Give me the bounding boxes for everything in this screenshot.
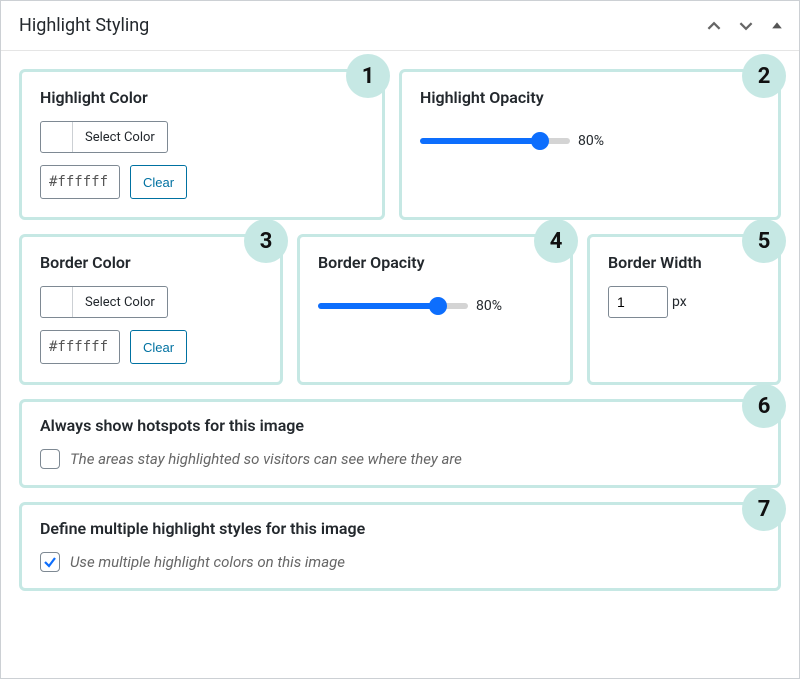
move-down-icon[interactable] bbox=[739, 19, 753, 33]
border-opacity-card: 4 Border Opacity 80% bbox=[297, 234, 573, 385]
border-width-title: Border Width bbox=[608, 253, 760, 272]
border-width-input[interactable] bbox=[608, 286, 668, 318]
collapse-icon[interactable] bbox=[771, 20, 783, 32]
always-show-desc: The areas stay highlighted so visitors c… bbox=[70, 450, 462, 468]
panel-body: 1 Highlight Color Select Color Clear 2 H… bbox=[1, 51, 799, 609]
panel-title: Highlight Styling bbox=[19, 15, 149, 36]
multi-styles-checkbox[interactable] bbox=[40, 552, 60, 572]
highlight-opacity-slider-thumb[interactable] bbox=[531, 132, 549, 150]
border-color-card: 3 Border Color Select Color Clear bbox=[19, 234, 283, 385]
select-border-color-label: Select Color bbox=[73, 295, 167, 310]
highlight-opacity-value: 80% bbox=[578, 133, 604, 149]
panel-header: Highlight Styling bbox=[1, 1, 799, 51]
border-color-hex-input[interactable] bbox=[40, 330, 120, 364]
badge-2: 2 bbox=[742, 54, 786, 98]
badge-6: 6 bbox=[742, 384, 786, 428]
border-width-card: 5 Border Width px bbox=[587, 234, 781, 385]
color-swatch-icon bbox=[41, 122, 73, 152]
badge-4: 4 bbox=[534, 219, 578, 263]
move-up-icon[interactable] bbox=[707, 19, 721, 33]
multi-styles-card: 7 Define multiple highlight styles for t… bbox=[19, 502, 781, 591]
highlight-opacity-title: Highlight Opacity bbox=[420, 88, 760, 107]
highlight-opacity-slider-fill bbox=[420, 138, 540, 144]
badge-7: 7 bbox=[742, 487, 786, 531]
select-color-label: Select Color bbox=[73, 130, 167, 145]
multi-styles-title: Define multiple highlight styles for thi… bbox=[40, 519, 760, 538]
always-show-title: Always show hotspots for this image bbox=[40, 416, 760, 435]
highlight-color-card: 1 Highlight Color Select Color Clear bbox=[19, 69, 385, 220]
border-opacity-title: Border Opacity bbox=[318, 253, 552, 272]
highlight-color-hex-input[interactable] bbox=[40, 165, 120, 199]
clear-highlight-color-button[interactable]: Clear bbox=[130, 165, 187, 199]
border-opacity-slider[interactable] bbox=[318, 303, 468, 309]
clear-border-color-button[interactable]: Clear bbox=[130, 330, 187, 364]
always-show-checkbox[interactable] bbox=[40, 449, 60, 469]
border-color-swatch-icon bbox=[41, 287, 73, 317]
border-opacity-slider-thumb[interactable] bbox=[429, 297, 447, 315]
badge-3: 3 bbox=[244, 219, 288, 263]
highlight-opacity-slider[interactable] bbox=[420, 138, 570, 144]
highlight-color-title: Highlight Color bbox=[40, 88, 364, 107]
border-opacity-slider-fill bbox=[318, 303, 438, 309]
select-border-color-button[interactable]: Select Color bbox=[40, 286, 168, 318]
settings-panel: Highlight Styling 1 Highlight Color Sele… bbox=[0, 0, 800, 679]
border-color-title: Border Color bbox=[40, 253, 262, 272]
border-width-unit: px bbox=[672, 294, 687, 310]
border-opacity-value: 80% bbox=[476, 298, 502, 314]
badge-1: 1 bbox=[346, 54, 390, 98]
always-show-card: 6 Always show hotspots for this image Th… bbox=[19, 399, 781, 488]
select-color-button[interactable]: Select Color bbox=[40, 121, 168, 153]
multi-styles-desc: Use multiple highlight colors on this im… bbox=[70, 553, 345, 571]
highlight-opacity-card: 2 Highlight Opacity 80% bbox=[399, 69, 781, 220]
panel-controls bbox=[707, 19, 783, 33]
badge-5: 5 bbox=[742, 219, 786, 263]
